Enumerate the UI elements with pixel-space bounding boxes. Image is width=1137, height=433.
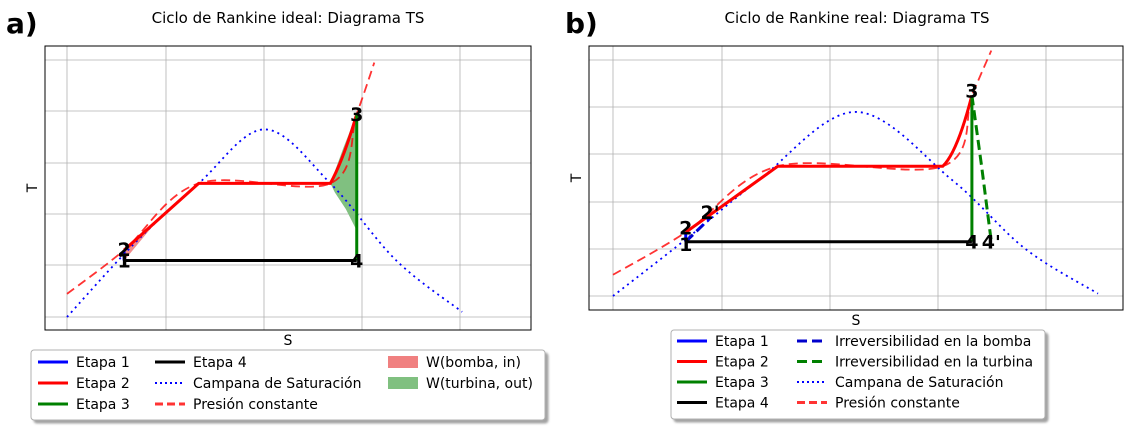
- point-label-4p: 4': [982, 232, 1001, 254]
- panel-b-legend-box: [670, 329, 1046, 420]
- series-campana-de-saturacion: [612, 111, 1099, 297]
- fill-w-bomba-in: [124, 220, 158, 261]
- panel-b-real: b) Ciclo de Rankine real: Diagrama TS 12…: [565, 7, 1124, 420]
- legend-label-presion-constante: Presión constante: [193, 397, 318, 413]
- legend-swatch-w-bomba-in: [388, 356, 418, 368]
- panel-a-work-areas: [124, 113, 357, 261]
- point-label-4: 4: [350, 250, 363, 272]
- legend-label-campana-de-saturacion: Campana de Saturación: [193, 376, 362, 392]
- panel-a-letter: a): [6, 7, 38, 40]
- panel-a-ideal: a) Ciclo de Rankine ideal: Diagrama TS 1…: [6, 7, 546, 421]
- point-label-1: 1: [679, 234, 692, 256]
- series-etapa-2: [684, 95, 974, 234]
- panel-b-xlabel: S: [852, 313, 861, 329]
- panel-a-series: [66, 62, 463, 318]
- panel-a-title: Ciclo de Rankine ideal: Diagrama TS: [152, 9, 425, 27]
- legend-label-presion-constante: Presión constante: [835, 396, 960, 412]
- legend-label-w-bomba-in: W(bomba, in): [426, 355, 521, 371]
- point-label-2p: 2': [700, 202, 719, 224]
- series-irreversibilidad-en-la-bomba: [684, 217, 712, 243]
- point-label-4: 4: [965, 232, 978, 254]
- panel-b-letter: b): [565, 7, 598, 40]
- legend-label-etapa-3: Etapa 3: [76, 397, 130, 413]
- panel-b-grid: [589, 46, 1123, 310]
- legend-label-irreversibilidad-en-la-bomba: Irreversibilidad en la bomba: [835, 334, 1031, 350]
- point-label-3: 3: [350, 104, 363, 126]
- point-label-3: 3: [965, 81, 978, 103]
- series-etapa-2: [123, 113, 359, 252]
- panel-b-series: [612, 50, 1099, 297]
- legend-swatch-w-turbina-out: [388, 377, 418, 389]
- point-label-2: 2: [117, 239, 130, 261]
- legend-label-etapa-4: Etapa 4: [715, 396, 769, 412]
- panel-a-plot-frame: [44, 45, 532, 331]
- panel-b-plot-frame: [588, 45, 1124, 311]
- panel-b-ylabel: T: [569, 173, 585, 183]
- panel-a-grid: [45, 46, 531, 330]
- point-label-2: 2: [679, 218, 692, 240]
- legend-label-w-turbina-out: W(turbina, out): [426, 376, 533, 392]
- point-label-1: 1: [117, 250, 130, 272]
- legend-label-etapa-2: Etapa 2: [715, 355, 769, 371]
- panel-a-legend: Etapa 1 Etapa 2 Etapa 3 Etapa 4 Campana de S…: [30, 349, 546, 421]
- panel-b-point-labels: 12 2' 3 4 4': [679, 81, 1001, 256]
- legend-label-etapa-3: Etapa 3: [715, 375, 769, 391]
- legend-label-irreversibilidad-en-la-turbina: Irreversibilidad en la turbina: [835, 355, 1033, 371]
- panel-a-xlabel: S: [284, 333, 293, 349]
- panel-a-point-labels: 12 3 4: [117, 104, 363, 272]
- series-campana-de-saturacion: [66, 128, 463, 318]
- legend-label-etapa-4: Etapa 4: [193, 355, 247, 371]
- legend-label-campana-de-saturacion: Campana de Saturación: [835, 375, 1004, 391]
- legend-label-etapa-2: Etapa 2: [76, 376, 130, 392]
- panel-a-ylabel: T: [25, 183, 41, 193]
- series-irreversibilidad-en-la-turbina: [970, 95, 993, 242]
- panel-b-legend: Etapa 1 Etapa 2 Etapa 3 Etapa 4 Irreversibil…: [670, 329, 1046, 420]
- legend-label-etapa-1: Etapa 1: [76, 355, 130, 371]
- panel-b-title: Ciclo de Rankine real: Diagrama TS: [725, 9, 990, 27]
- legend-label-etapa-1: Etapa 1: [715, 334, 769, 350]
